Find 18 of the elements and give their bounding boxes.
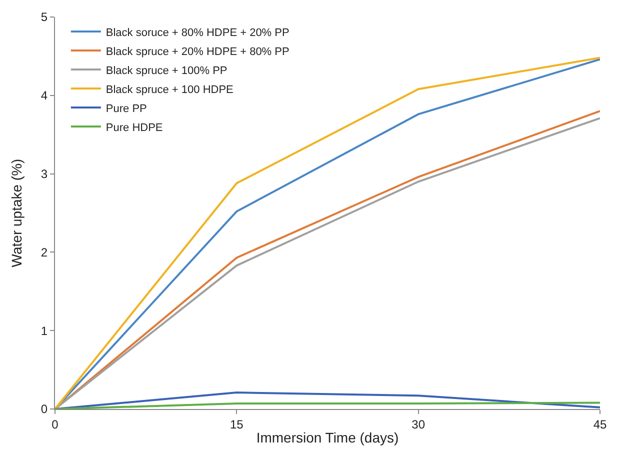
y-tick-label: 2: [40, 245, 48, 260]
x-tick-label: 30: [412, 417, 426, 432]
legend-label: Black soruce + 80% HDPE + 20% PP: [106, 26, 290, 39]
y-tick-label: 3: [40, 167, 48, 181]
y-tick-label: 1: [40, 324, 48, 338]
x-axis-title: Immersion Time (days): [256, 430, 399, 446]
x-tick-label: 0: [52, 417, 59, 432]
y-tick-label: 0: [40, 402, 48, 416]
legend-label: Pure HDPE: [106, 122, 163, 134]
legend-label: Black spruce + 100 HDPE: [106, 84, 234, 96]
legend-label: Black spruce + 100% PP: [106, 64, 228, 77]
x-tick-label: 15: [230, 417, 244, 432]
y-axis-title: Water uptake (%): [8, 158, 25, 268]
x-tick-label: 45: [593, 417, 607, 432]
y-tick-label: 4: [40, 88, 48, 103]
y-tick-label: 5: [40, 10, 48, 24]
legend-label: Black spruce + 20% HDPE + 80% PP: [106, 46, 290, 58]
legend-label: Pure PP: [106, 102, 147, 115]
